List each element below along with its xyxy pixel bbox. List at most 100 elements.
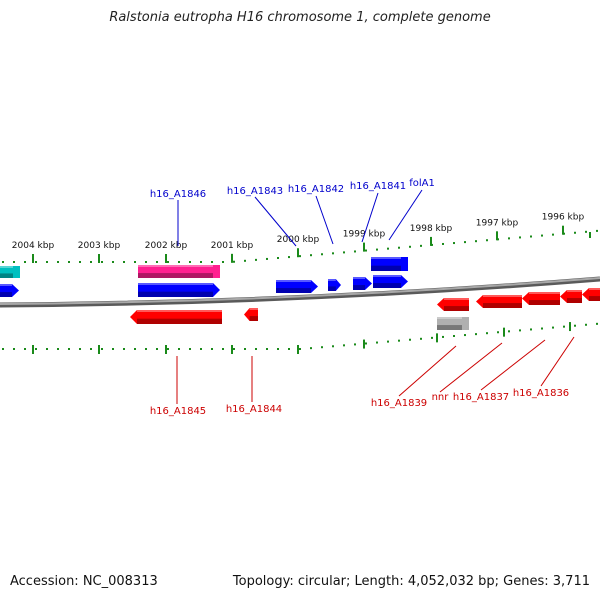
feature-nnr-shadow <box>483 303 522 308</box>
scale-dash <box>134 261 136 263</box>
scale-label: 2004 kbp <box>12 241 55 251</box>
scale-dash <box>79 261 81 263</box>
scale-dash <box>365 249 367 252</box>
scale-dash <box>354 343 356 346</box>
scale-dash <box>387 340 389 343</box>
feature-gray-highlight <box>437 317 462 319</box>
scale-dash <box>563 325 565 328</box>
scale-dash <box>321 346 323 349</box>
feature-red-right-edge <box>582 288 600 301</box>
feature-h16_A1843-highlight <box>276 280 311 282</box>
gene-label-h16_A1836: h16_A1836 <box>513 388 569 399</box>
feature-h16_A1836 <box>560 290 582 303</box>
feature-blue-upper-shadow <box>371 265 401 271</box>
gene-label-h16_A1839: h16_A1839 <box>371 398 427 409</box>
backbone-highlight <box>0 277 600 305</box>
gene-label-h16_A1846: h16_A1846 <box>150 189 206 200</box>
scale-dash <box>398 339 400 342</box>
scale-upper: 2004 kbp 2003 kbp 2002 kbp 2001 kbp 2000 kbp… <box>2 213 598 263</box>
feature-red-right-edge-highlight <box>589 288 600 290</box>
feature-h16_A1836-shadow <box>567 298 582 303</box>
feature-h16_A1844-highlight <box>249 308 258 310</box>
scale-dash <box>68 261 70 263</box>
feature-h16_A1837-shadow <box>529 300 560 305</box>
scale-dash <box>288 256 290 259</box>
scale-dash <box>211 348 213 350</box>
scale-dash <box>255 348 257 350</box>
feature-blue-left-edge <box>0 284 19 297</box>
scale-dash <box>585 230 587 233</box>
feature-nnr <box>476 295 522 308</box>
scale-label: 1996 kbp <box>542 213 585 223</box>
scale-dash <box>420 337 422 340</box>
scale-dash <box>156 348 158 350</box>
scale-dash <box>332 252 334 255</box>
scale-dash <box>530 328 532 331</box>
scale-dash <box>475 240 477 243</box>
scale-dash <box>101 261 103 263</box>
feature-h16_A1844 <box>244 308 258 321</box>
scale-dash <box>541 234 543 237</box>
scale-dash <box>409 245 411 248</box>
scale-dash <box>266 257 268 260</box>
scale-dash <box>167 261 169 263</box>
scale-dash <box>442 335 444 338</box>
feature-h16_A1841-shadow <box>353 285 365 290</box>
leader-nnr <box>439 342 503 393</box>
feature-h16_A1843 <box>276 280 318 293</box>
feature-cyan-shadow <box>0 273 13 278</box>
feature-h16_A1846-shadow <box>138 273 213 278</box>
leader-h16_A1842 <box>315 195 334 245</box>
scale-label: 2000 kbp <box>277 235 320 245</box>
feature-blue-2002-shadow <box>138 291 213 297</box>
scale-dash <box>376 341 378 344</box>
scale-dash <box>145 348 147 350</box>
scale-dash <box>354 250 356 253</box>
feature-h16_A1842-highlight <box>328 279 336 281</box>
scale-dash <box>464 334 466 337</box>
leader-h16_A1836 <box>540 336 575 387</box>
gene-label-h16_A1844: h16_A1844 <box>226 404 282 415</box>
scale-dash <box>233 260 235 263</box>
feature-h16_A1842-shadow <box>328 286 336 291</box>
feature-blue-2002-highlight <box>138 283 213 285</box>
feature-h16_A1846-highlight <box>138 265 213 267</box>
scale-dash <box>596 322 598 325</box>
scale-dash <box>519 236 521 239</box>
scale-dash <box>288 348 290 350</box>
feature-h16_A1844-shadow <box>249 316 258 321</box>
scale-dash <box>90 348 92 350</box>
gene-label-h16_A1841: h16_A1841 <box>350 181 406 192</box>
feature-red-right-edge-shadow <box>589 296 600 301</box>
genome-summary-text: Topology: circular; Length: 4,052,032 bp… <box>232 574 590 589</box>
scale-dash <box>123 348 125 350</box>
scale-dash <box>79 348 81 350</box>
feature-folA1 <box>373 275 408 288</box>
leader-h16_A1843 <box>254 196 297 247</box>
feature-h16_A1845-shadow <box>137 318 222 324</box>
scale-label: 1998 kbp <box>410 224 453 234</box>
feature-folA1-highlight <box>373 275 401 277</box>
gene-label-h16_A1837: h16_A1837 <box>453 392 509 403</box>
scale-dash <box>475 333 477 336</box>
scale-dash <box>453 334 455 337</box>
scale-dash <box>35 261 37 263</box>
scale-dash <box>189 348 191 350</box>
accession-text: Accession: NC_008313 <box>10 574 158 589</box>
scale-dash <box>442 242 444 245</box>
scale-dash <box>574 231 576 234</box>
scale-dash <box>266 348 268 350</box>
scale-lower <box>2 322 598 354</box>
scale-dash <box>244 259 246 262</box>
scale-dash <box>497 331 499 334</box>
scale-dash <box>376 248 378 251</box>
scale-dash <box>519 329 521 332</box>
gene-label-h16_A1843: h16_A1843 <box>227 186 283 197</box>
scale-dash <box>35 348 37 350</box>
scale-dash <box>332 345 334 348</box>
scale-dash <box>57 348 59 350</box>
scale-dash <box>112 348 114 350</box>
feature-blue-upper <box>371 257 408 271</box>
scale-dash <box>112 261 114 263</box>
feature-h16_A1837 <box>522 292 560 305</box>
